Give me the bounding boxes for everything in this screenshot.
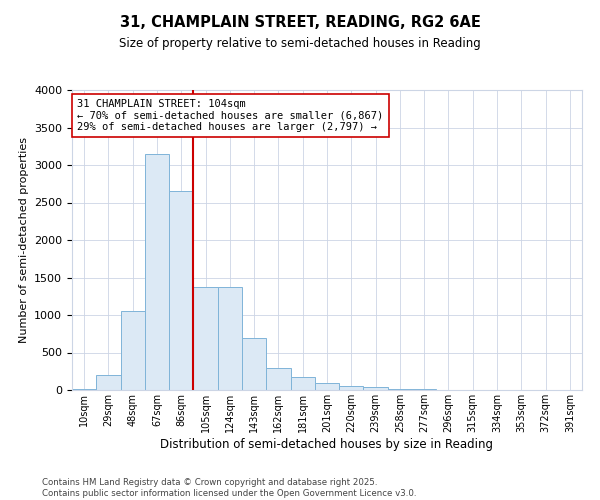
Text: Contains HM Land Registry data © Crown copyright and database right 2025.
Contai: Contains HM Land Registry data © Crown c…: [42, 478, 416, 498]
X-axis label: Distribution of semi-detached houses by size in Reading: Distribution of semi-detached houses by …: [161, 438, 493, 451]
Bar: [266, 368, 290, 390]
Bar: [218, 286, 242, 390]
Y-axis label: Number of semi-detached properties: Number of semi-detached properties: [19, 137, 29, 343]
Bar: [96, 375, 121, 390]
Bar: [193, 286, 218, 390]
Text: Size of property relative to semi-detached houses in Reading: Size of property relative to semi-detach…: [119, 38, 481, 51]
Bar: [242, 338, 266, 390]
Text: 31, CHAMPLAIN STREET, READING, RG2 6AE: 31, CHAMPLAIN STREET, READING, RG2 6AE: [119, 15, 481, 30]
Bar: [145, 154, 169, 390]
Bar: [339, 386, 364, 390]
Bar: [169, 191, 193, 390]
Bar: [388, 388, 412, 390]
Bar: [121, 310, 145, 390]
Text: 31 CHAMPLAIN STREET: 104sqm
← 70% of semi-detached houses are smaller (6,867)
29: 31 CHAMPLAIN STREET: 104sqm ← 70% of sem…: [77, 99, 383, 132]
Bar: [364, 387, 388, 390]
Bar: [290, 377, 315, 390]
Bar: [315, 383, 339, 390]
Bar: [72, 389, 96, 390]
